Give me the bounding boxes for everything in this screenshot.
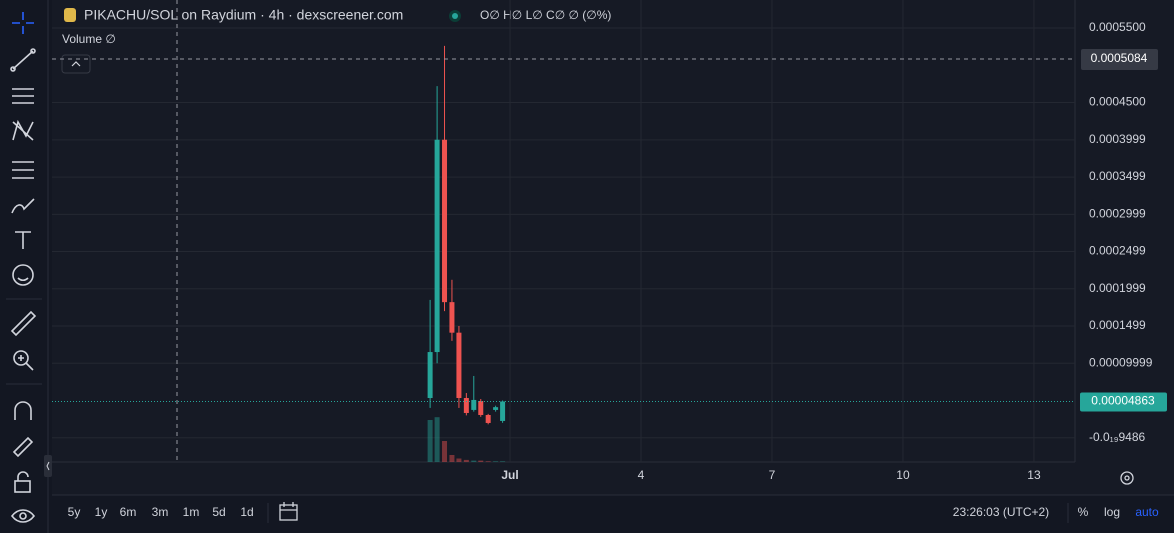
volume-bar bbox=[478, 460, 484, 462]
candle-body bbox=[442, 139, 448, 303]
text-tool[interactable] bbox=[15, 231, 31, 249]
candle-body bbox=[449, 302, 455, 333]
y-tick-label: 0.0004500 bbox=[1089, 95, 1146, 109]
prediction-tool[interactable] bbox=[12, 161, 34, 179]
volume-bar bbox=[442, 441, 448, 462]
clock: 23:26:03 (UTC+2) bbox=[953, 505, 1049, 519]
collapse-toolbar[interactable] bbox=[44, 455, 52, 477]
candle-body bbox=[493, 407, 499, 410]
token-icon bbox=[64, 8, 76, 22]
x-tick-label: Jul bbox=[501, 468, 518, 482]
y-tick-label: 0.0003999 bbox=[1089, 132, 1146, 146]
y-tick-label: -0.0₁₉9486 bbox=[1089, 430, 1146, 444]
volume-label: Volume ∅ bbox=[62, 32, 116, 46]
range-button[interactable]: 5y bbox=[68, 505, 81, 519]
volume-bar bbox=[493, 461, 499, 462]
brush-tool[interactable] bbox=[11, 198, 35, 214]
candle-body bbox=[478, 400, 484, 415]
candle-body bbox=[463, 398, 469, 413]
candle-body bbox=[456, 332, 462, 399]
status-dot bbox=[452, 13, 458, 19]
last-price-box bbox=[1080, 392, 1167, 412]
y-tick-label: 0.0002999 bbox=[1089, 206, 1146, 220]
visibility-tool[interactable] bbox=[10, 509, 36, 523]
lock-drawing-tool[interactable] bbox=[12, 436, 34, 458]
crosshair-price-label: 0.0005084 bbox=[1091, 51, 1148, 65]
y-tick-label: 0.00009999 bbox=[1089, 355, 1153, 369]
x-tick-label: 10 bbox=[896, 468, 910, 482]
ruler-tool[interactable] bbox=[10, 310, 37, 337]
volume-bar bbox=[485, 461, 491, 462]
y-tick-label: 0.0003499 bbox=[1089, 169, 1146, 183]
ohlc-readout: O∅ H∅ L∅ C∅ ∅ (∅%) bbox=[480, 8, 611, 22]
lock-tool[interactable] bbox=[14, 471, 31, 493]
toolbar bbox=[6, 12, 42, 523]
volume-bar bbox=[427, 420, 433, 462]
calendar-button[interactable] bbox=[279, 502, 298, 521]
candle-body bbox=[485, 414, 491, 423]
candle-body bbox=[427, 352, 433, 399]
candle-body bbox=[434, 139, 440, 353]
x-tick-label: 13 bbox=[1027, 468, 1041, 482]
collapse-legend[interactable] bbox=[61, 54, 91, 74]
chart-title: PIKACHU/SOL on Raydium · 4h · dexscreene… bbox=[84, 7, 403, 23]
y-tick-label: 0.0001499 bbox=[1089, 318, 1146, 332]
volume-bar bbox=[500, 461, 506, 462]
crosshair-price-box bbox=[1081, 48, 1158, 70]
emoji-tool[interactable] bbox=[12, 264, 34, 286]
pattern-tool[interactable] bbox=[12, 119, 34, 141]
percent-toggle[interactable]: % bbox=[1078, 505, 1089, 519]
y-tick-label: 0.0005500 bbox=[1089, 20, 1146, 34]
x-tick-label: 7 bbox=[769, 468, 776, 482]
magnet-tool[interactable] bbox=[14, 401, 32, 420]
y-tick-label: 0.0001999 bbox=[1089, 281, 1146, 295]
crosshair-tool[interactable] bbox=[12, 12, 34, 34]
y-tick-label: 0.0002499 bbox=[1089, 244, 1146, 258]
log-toggle[interactable]: log bbox=[1104, 505, 1120, 519]
range-button[interactable]: 5d bbox=[212, 505, 225, 519]
range-button[interactable]: 1d bbox=[240, 505, 253, 519]
range-button[interactable]: 1m bbox=[183, 505, 200, 519]
range-button[interactable]: 1y bbox=[95, 505, 108, 519]
chart-pane bbox=[52, 0, 1174, 495]
trendline-tool[interactable] bbox=[10, 48, 36, 72]
range-button[interactable]: 6m bbox=[120, 505, 137, 519]
fib-tool[interactable] bbox=[12, 88, 34, 104]
volume-bar bbox=[449, 455, 455, 462]
volume-bar bbox=[434, 417, 440, 462]
settings[interactable] bbox=[1120, 471, 1134, 485]
last-price-label: 0.00004863 bbox=[1091, 394, 1155, 408]
candle-body bbox=[500, 401, 506, 421]
volume-bar bbox=[471, 460, 477, 462]
volume-bar bbox=[463, 459, 469, 462]
volume-bar bbox=[456, 458, 462, 462]
zoom-tool[interactable] bbox=[13, 350, 34, 371]
range-button[interactable]: 3m bbox=[152, 505, 169, 519]
auto-toggle[interactable]: auto bbox=[1135, 505, 1159, 519]
x-tick-label: 4 bbox=[638, 468, 645, 482]
candle-body bbox=[471, 399, 477, 410]
